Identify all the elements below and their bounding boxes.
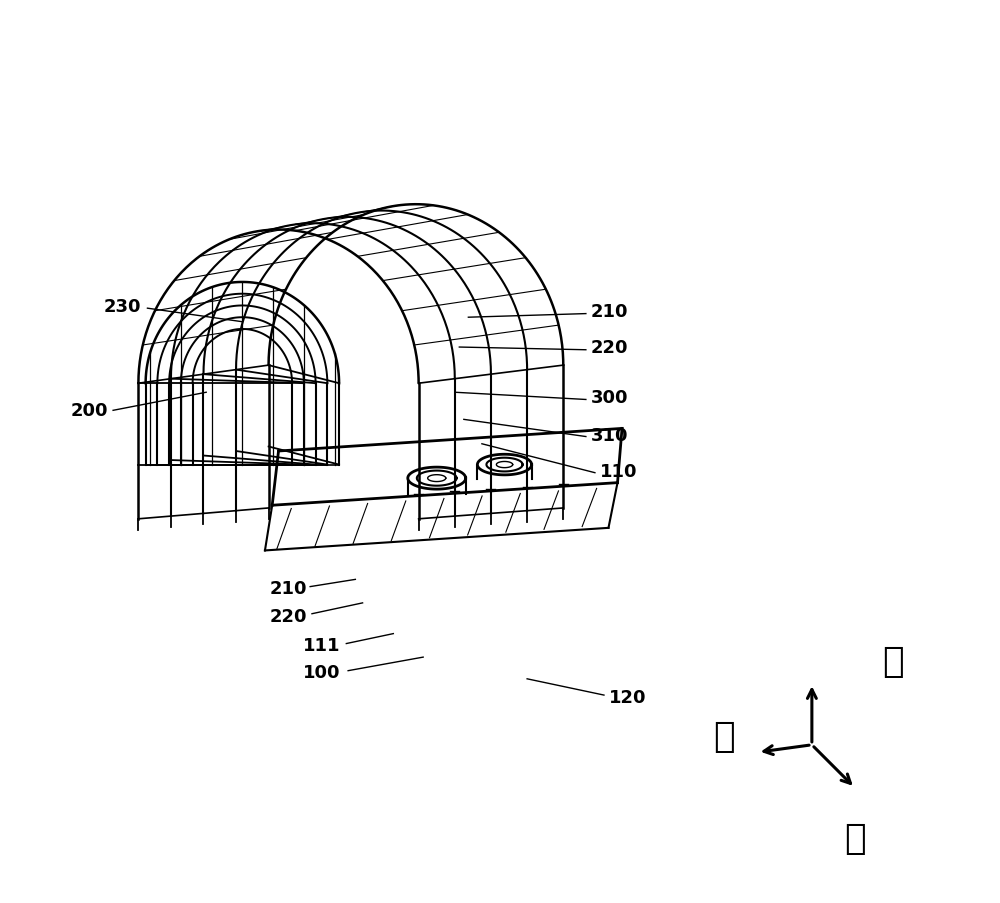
Text: 220: 220 — [590, 339, 628, 357]
Text: 左: 左 — [713, 719, 735, 753]
Text: 210: 210 — [590, 303, 628, 321]
Text: 220: 220 — [269, 607, 307, 625]
Text: 230: 230 — [104, 298, 142, 316]
Text: 200: 200 — [71, 402, 108, 420]
Text: 310: 310 — [590, 426, 628, 444]
Text: 前: 前 — [882, 644, 904, 678]
Text: 111: 111 — [303, 637, 340, 655]
Text: 上: 上 — [844, 821, 866, 855]
Text: 100: 100 — [303, 664, 340, 682]
Text: 300: 300 — [590, 388, 628, 406]
Text: 110: 110 — [599, 462, 637, 480]
Text: 210: 210 — [269, 580, 307, 598]
Text: 120: 120 — [608, 688, 646, 706]
